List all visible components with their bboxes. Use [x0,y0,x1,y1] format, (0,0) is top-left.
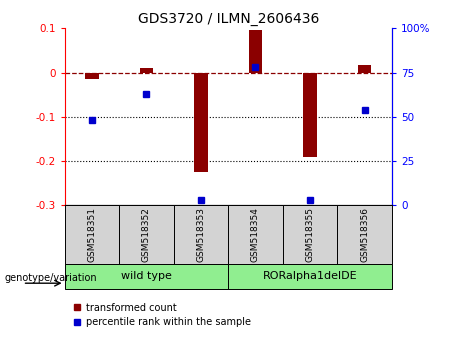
Text: RORalpha1delDE: RORalpha1delDE [263,271,357,281]
Bar [194,73,208,172]
Text: genotype/variation: genotype/variation [5,273,97,283]
Text: wild type: wild type [121,271,172,281]
Text: GSM518351: GSM518351 [87,207,96,262]
Bar [283,205,337,264]
Bar [85,73,99,79]
Bar [65,205,119,264]
Text: GSM518353: GSM518353 [196,207,206,262]
Bar [174,205,228,264]
Text: GSM518355: GSM518355 [306,207,314,262]
Text: GSM518354: GSM518354 [251,207,260,262]
Bar [65,264,228,289]
Bar [228,205,283,264]
Text: GSM518352: GSM518352 [142,207,151,262]
Bar [228,264,392,289]
Text: GSM518356: GSM518356 [360,207,369,262]
Bar [140,68,153,73]
Title: GDS3720 / ILMN_2606436: GDS3720 / ILMN_2606436 [137,12,319,26]
Bar [337,205,392,264]
Bar [303,73,317,157]
Bar [119,205,174,264]
Bar [358,65,372,73]
Bar [248,30,262,73]
Legend: transformed count, percentile rank within the sample: transformed count, percentile rank withi… [70,299,255,331]
